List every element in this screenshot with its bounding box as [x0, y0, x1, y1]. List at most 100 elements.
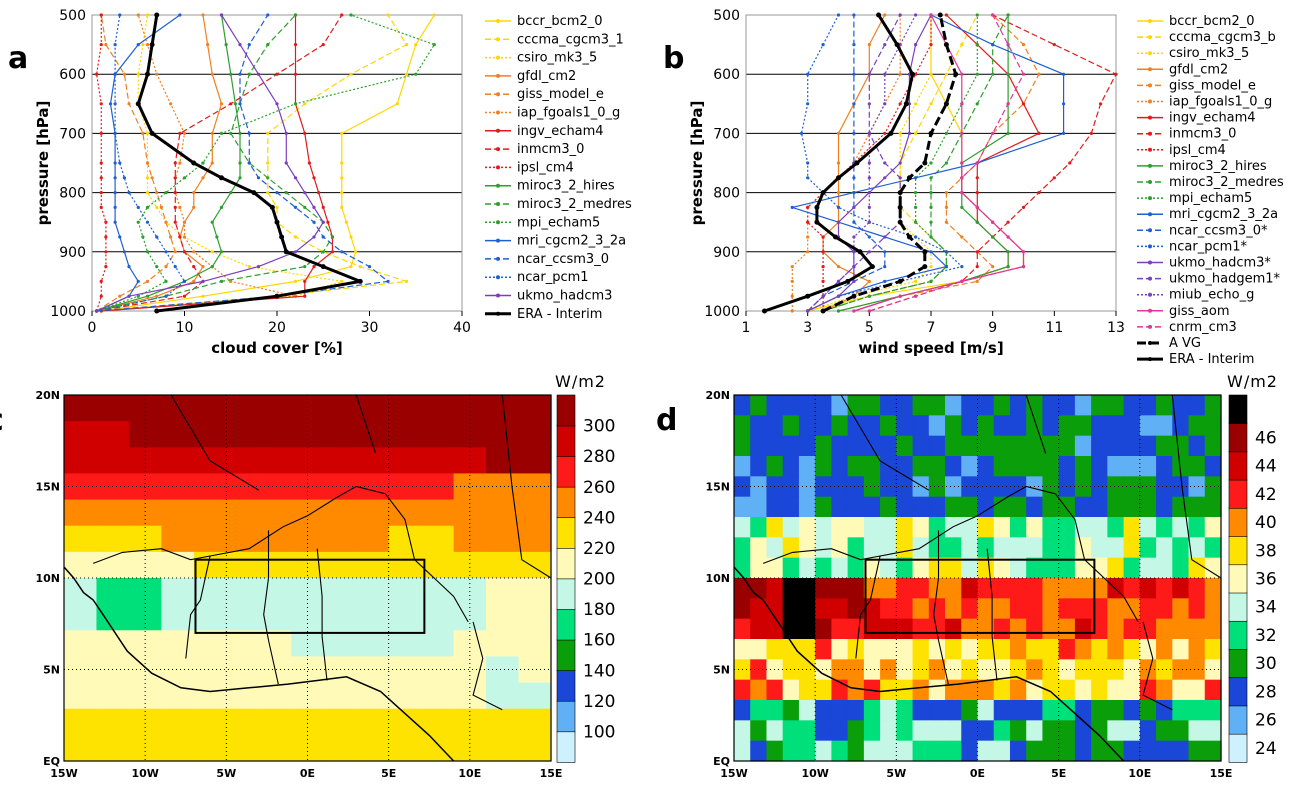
map-cell [1074, 537, 1092, 559]
data-point [349, 235, 353, 239]
map-cell [928, 496, 946, 518]
map-cell [1058, 456, 1076, 477]
data-point [164, 294, 168, 298]
series-line [791, 14, 1065, 312]
y-tick-label: 500 [713, 8, 740, 24]
map-cell [815, 639, 832, 660]
map-cell [734, 456, 751, 477]
map-cell [193, 630, 227, 658]
data-point [929, 161, 933, 165]
map-cell [1172, 598, 1190, 620]
data-point [991, 72, 995, 76]
data-point [136, 43, 140, 47]
map-cell [912, 517, 930, 538]
data-point [284, 161, 288, 165]
map-cell [798, 435, 816, 457]
map-cell [750, 537, 768, 559]
map-cell [734, 598, 751, 620]
map-cell [945, 537, 962, 559]
map-cell [912, 395, 930, 416]
colorbar-segment [1228, 451, 1248, 481]
data-point [145, 220, 150, 224]
map-cell [258, 447, 292, 475]
data-point [832, 234, 838, 240]
map-cell [945, 496, 962, 518]
map-cell [96, 682, 130, 710]
x-tick-label: 5 [865, 320, 874, 336]
legend-label: cccma_cgcm3_b [1169, 30, 1276, 45]
map-cell [831, 659, 849, 681]
data-point [340, 279, 344, 283]
map-cell [880, 517, 897, 538]
map-cell [734, 537, 751, 559]
map-cell [1156, 435, 1173, 457]
map-cell [1074, 415, 1092, 437]
data-point [852, 176, 856, 180]
legend-marker [1148, 35, 1152, 40]
map-cell [486, 551, 520, 579]
map-cell [928, 679, 946, 701]
data-point [192, 205, 196, 209]
map-cell [912, 598, 930, 620]
data-point [99, 43, 103, 47]
data-point [182, 279, 187, 283]
map-cell [782, 659, 800, 681]
map-cell [1074, 557, 1092, 579]
data-point [975, 220, 979, 224]
map-cell [1172, 659, 1190, 681]
data-point [173, 220, 177, 224]
map-cell [1091, 415, 1108, 437]
map-cell [161, 734, 195, 762]
series-line [101, 14, 435, 312]
map-cell [880, 720, 897, 742]
series-line [822, 14, 958, 313]
map-cell [863, 659, 881, 681]
data-point [852, 309, 856, 313]
map-cell [815, 659, 832, 681]
map-cell [961, 598, 979, 620]
map-cell [226, 447, 260, 475]
data-point [960, 191, 964, 195]
map-cell [815, 700, 832, 721]
map-cell [518, 421, 552, 448]
data-point [330, 250, 335, 254]
map-cell [1188, 395, 1206, 416]
lon-label: 0E [970, 767, 985, 780]
data-point [247, 265, 251, 269]
data-point [266, 13, 270, 17]
map-cell [977, 537, 995, 559]
x-tick-label: 3 [803, 320, 812, 336]
data-point [929, 176, 933, 180]
legend-label: bccr_bcm2_0 [1169, 14, 1255, 29]
map-cell [1188, 496, 1206, 518]
colorbar-label: 42 [1255, 485, 1277, 505]
map-cell [1058, 557, 1076, 579]
data-point [883, 131, 887, 135]
map-cell [1204, 496, 1222, 518]
map-cell [1172, 517, 1190, 538]
map-cell [1156, 456, 1173, 477]
map-cell [863, 415, 881, 437]
data-point [201, 13, 205, 17]
map-cell [128, 499, 162, 527]
map-cell [1058, 659, 1076, 681]
map-cell [1074, 720, 1092, 742]
map-cell [1107, 700, 1125, 721]
map-cell [1123, 496, 1141, 518]
data-point [127, 191, 131, 195]
map-cell [193, 656, 227, 684]
data-point [303, 294, 307, 298]
map-cell [1156, 395, 1173, 416]
data-point [1006, 235, 1010, 239]
map-cell [750, 415, 768, 437]
map-cell [880, 476, 897, 498]
map-cell [912, 578, 930, 599]
x-tick-label: 7 [927, 320, 936, 336]
data-point [960, 43, 964, 47]
lat-label: EQ [713, 755, 730, 768]
data-point [215, 235, 219, 239]
map-cell [1026, 578, 1044, 599]
data-point [266, 43, 270, 47]
map-cell [1172, 740, 1190, 762]
map-cell [896, 618, 914, 640]
